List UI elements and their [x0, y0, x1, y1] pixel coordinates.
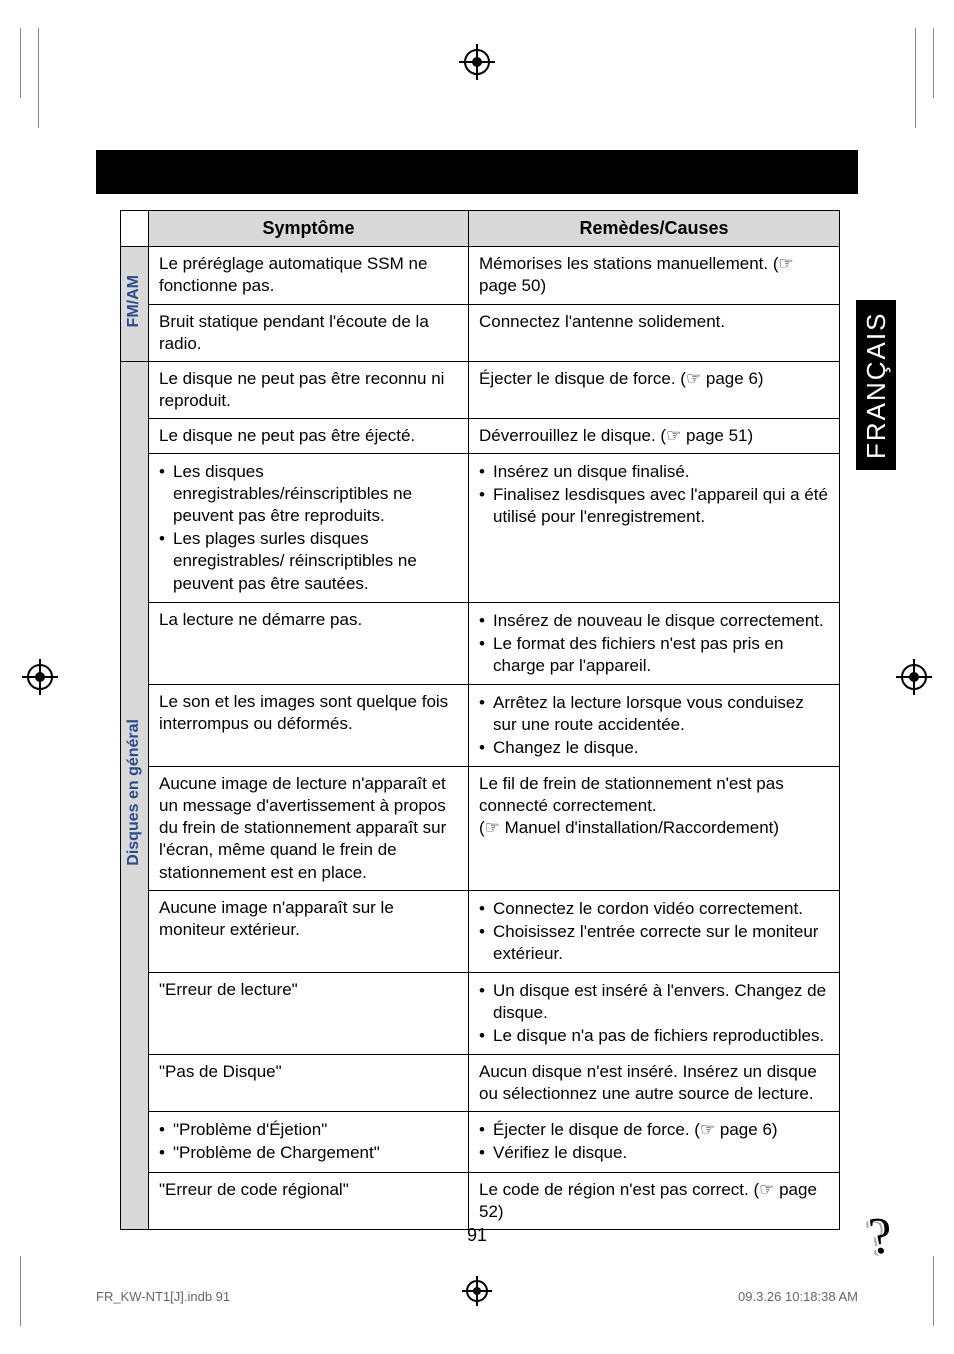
table-cell: Le disque ne peut pas être éjecté. — [149, 418, 469, 453]
table-cell: Aucune image n'apparaît sur le moniteur … — [149, 890, 469, 972]
table-cell: Un disque est inséré à l'envers. Changez… — [469, 972, 840, 1054]
category-label: FM/AM — [124, 275, 145, 327]
table-row: FM/AMLe préréglage automatique SSM ne fo… — [121, 247, 840, 304]
footer-right: 09.3.26 10:18:38 AM — [738, 1289, 858, 1304]
page-number: 91 — [467, 1225, 487, 1246]
troubleshooting-table: Symptôme Remèdes/Causes FM/AMLe prérégla… — [120, 210, 840, 1230]
list-item: Arrêtez la lecture lorsque vous conduise… — [479, 692, 829, 736]
table-cell: "Erreur de code régional" — [149, 1172, 469, 1229]
table-cell: Éjecter le disque de force. (☞ page 6)Vé… — [469, 1112, 840, 1172]
table-cell: "Erreur de lecture" — [149, 972, 469, 1054]
table-cell: Éjecter le disque de force. (☞ page 6) — [469, 361, 840, 418]
list-item: Connectez le cordon vidéo correctement. — [479, 898, 829, 920]
table-cell: Connectez l'antenne solidement. — [469, 304, 840, 361]
question-mark-icon: ? — [866, 1207, 895, 1266]
list-item: Éjecter le disque de force. (☞ page 6) — [479, 1119, 829, 1141]
table-cell: Mémorises les stations manuellement. (☞ … — [469, 247, 840, 304]
table-row: Le disque ne peut pas être éjecté.Déverr… — [121, 418, 840, 453]
registration-mark-right — [896, 659, 932, 695]
table-cell: Le son et les images sont quelque fois i… — [149, 684, 469, 766]
category-cell: Disques en général — [121, 361, 149, 1229]
list-item: Choisissez l'entrée correcte sur le moni… — [479, 921, 829, 965]
crop-mark — [38, 28, 39, 128]
table-cell: "Pas de Disque" — [149, 1055, 469, 1112]
table-row: "Pas de Disque"Aucun disque n'est inséré… — [121, 1055, 840, 1112]
crop-mark — [894, 1256, 934, 1326]
table-row: Aucune image n'apparaît sur le moniteur … — [121, 890, 840, 972]
table-cell: Bruit statique pendant l'écoute de la ra… — [149, 304, 469, 361]
table-header-symptom: Symptôme — [149, 211, 469, 247]
table-cell: "Problème d'Éjetion""Problème de Chargem… — [149, 1112, 469, 1172]
crop-mark — [20, 1256, 60, 1326]
list-item: Les disques enregistrables/réinscriptibl… — [159, 461, 458, 527]
list-item: Un disque est inséré à l'envers. Changez… — [479, 980, 829, 1024]
table-cell: Déverrouillez le disque. (☞ page 51) — [469, 418, 840, 453]
table-row: "Erreur de lecture"Un disque est inséré … — [121, 972, 840, 1054]
registration-mark-left — [22, 659, 58, 695]
table-cell: Le code de région n'est pas correct. (☞ … — [469, 1172, 840, 1229]
table-row: Disques en généralLe disque ne peut pas … — [121, 361, 840, 418]
list-item: Vérifiez le disque. — [479, 1142, 829, 1164]
table-cell: Les disques enregistrables/réinscriptibl… — [149, 454, 469, 603]
table-header-blank — [121, 211, 149, 247]
list-item: Insérez de nouveau le disque correctemen… — [479, 610, 829, 632]
footer-left: FR_KW-NT1[J].indb 91 — [96, 1289, 230, 1304]
header-bar — [96, 150, 858, 194]
list-item: Finalisez lesdisques avec l'appareil qui… — [479, 484, 829, 528]
crop-mark — [20, 28, 60, 98]
table-row: Les disques enregistrables/réinscriptibl… — [121, 454, 840, 603]
category-label: Disques en général — [124, 719, 145, 866]
table-row: Aucune image de lecture n'apparaît et un… — [121, 767, 840, 890]
content-area: Symptôme Remèdes/Causes FM/AMLe prérégla… — [120, 210, 840, 1230]
table-row: La lecture ne démarre pas. Insérez de nou… — [121, 602, 840, 684]
table-cell: La lecture ne démarre pas. — [149, 602, 469, 684]
table-row: "Erreur de code régional"Le code de régi… — [121, 1172, 840, 1229]
list-item: Le format des fichiers n'est pas pris en… — [479, 633, 829, 677]
table-cell: Le disque ne peut pas être reconnu ni re… — [149, 361, 469, 418]
list-item: Insérez un disque finalisé. — [479, 461, 829, 483]
table-row: Bruit statique pendant l'écoute de la ra… — [121, 304, 840, 361]
table-cell: Connectez le cordon vidéo correctement.C… — [469, 890, 840, 972]
table-cell: Insérez un disque finalisé.Finalisez les… — [469, 454, 840, 603]
table-cell: Insérez de nouveau le disque correctemen… — [469, 602, 840, 684]
footer: FR_KW-NT1[J].indb 91 09.3.26 10:18:38 AM — [96, 1289, 858, 1304]
table-cell: Le fil de frein de stationnement n'est p… — [469, 767, 840, 890]
list-item: Changez le disque. — [479, 737, 829, 759]
list-item: Le disque n'a pas de fichiers reproducti… — [479, 1025, 829, 1047]
table-row: Le son et les images sont quelque fois i… — [121, 684, 840, 766]
crop-mark — [894, 28, 934, 98]
table-row: "Problème d'Éjetion""Problème de Chargem… — [121, 1112, 840, 1172]
crop-mark — [915, 28, 916, 128]
table-cell: Le préréglage automatique SSM ne fonctio… — [149, 247, 469, 304]
language-tab: FRANÇAIS — [856, 300, 896, 470]
table-cell: Aucune image de lecture n'apparaît et un… — [149, 767, 469, 890]
list-item: Les plages surles disques enregistrables… — [159, 528, 458, 594]
registration-mark-top — [459, 44, 495, 80]
list-item: "Problème de Chargement" — [159, 1142, 458, 1164]
table-cell: Arrêtez la lecture lorsque vous conduise… — [469, 684, 840, 766]
table-header-remedy: Remèdes/Causes — [469, 211, 840, 247]
category-cell: FM/AM — [121, 247, 149, 361]
table-cell: Aucun disque n'est inséré. Insérez un di… — [469, 1055, 840, 1112]
list-item: "Problème d'Éjetion" — [159, 1119, 458, 1141]
